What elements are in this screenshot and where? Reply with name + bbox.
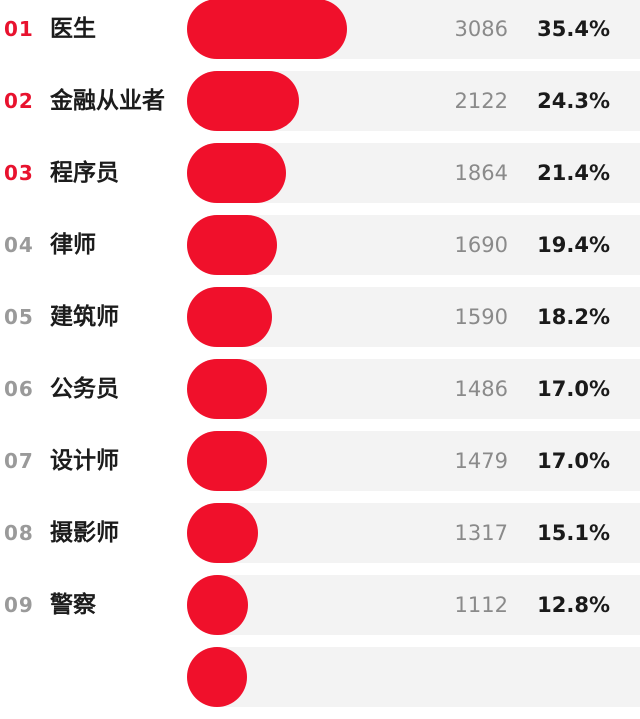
- ranking-row: 04 律师 1690 19.4%: [0, 215, 640, 287]
- percent-value: 18.2%: [537, 305, 610, 329]
- percent-value: 35.4%: [537, 17, 610, 41]
- percent-value: 17.0%: [537, 377, 610, 401]
- category-label: 公务员: [50, 376, 119, 402]
- count-value: 1112: [454, 593, 508, 617]
- rank-number: 05: [4, 305, 34, 329]
- rank-number: 01: [4, 17, 34, 41]
- count-value: 3086: [454, 17, 508, 41]
- percent-value: 17.0%: [537, 449, 610, 473]
- bar: [187, 215, 277, 275]
- category-label: 摄影师: [50, 520, 119, 546]
- count-value: 1479: [454, 449, 508, 473]
- count-value: 1317: [454, 521, 508, 545]
- ranking-row: 05 建筑师 1590 18.2%: [0, 287, 640, 359]
- category-label: 建筑师: [50, 304, 119, 330]
- count-value: 1690: [454, 233, 508, 257]
- rank-number: 07: [4, 449, 34, 473]
- bar: [187, 0, 347, 59]
- category-label: 医生: [50, 16, 96, 42]
- rank-number: 03: [4, 161, 34, 185]
- rank-number: 02: [4, 89, 34, 113]
- bar: [187, 143, 286, 203]
- percent-value: 21.4%: [537, 161, 610, 185]
- bar: [187, 287, 272, 347]
- percent-value: 12.8%: [537, 593, 610, 617]
- ranking-row: 09 警察 1112 12.8%: [0, 575, 640, 647]
- count-value: 1486: [454, 377, 508, 401]
- rank-number: 09: [4, 593, 34, 617]
- bar: [187, 71, 299, 131]
- ranking-row: 01 医生 3086 35.4%: [0, 0, 640, 71]
- count-value: 1864: [454, 161, 508, 185]
- ranking-row: 06 公务员 1486 17.0%: [0, 359, 640, 431]
- ranking-row: 03 程序员 1864 21.4%: [0, 143, 640, 215]
- percent-value: 24.3%: [537, 89, 610, 113]
- bar: [187, 575, 248, 635]
- percent-value: 15.1%: [537, 521, 610, 545]
- rank-number: 08: [4, 521, 34, 545]
- bar: [187, 431, 267, 491]
- ranking-row: 07 设计师 1479 17.0%: [0, 431, 640, 503]
- bar-track: [187, 575, 640, 635]
- percent-value: 19.4%: [537, 233, 610, 257]
- count-value: 2122: [454, 89, 508, 113]
- bar: [187, 647, 247, 707]
- bar: [187, 359, 267, 419]
- category-label: 律师: [50, 232, 96, 258]
- bar: [187, 503, 258, 563]
- category-label: 设计师: [50, 448, 119, 474]
- ranking-row-partial: [0, 647, 640, 719]
- rank-number: 04: [4, 233, 34, 257]
- rank-number: 06: [4, 377, 34, 401]
- ranking-row: 02 金融从业者 2122 24.3%: [0, 71, 640, 143]
- category-label: 警察: [50, 592, 96, 618]
- bar-track: [187, 503, 640, 563]
- category-label: 程序员: [50, 160, 119, 186]
- ranking-row: 08 摄影师 1317 15.1%: [0, 503, 640, 575]
- category-label: 金融从业者: [50, 88, 165, 114]
- count-value: 1590: [454, 305, 508, 329]
- bar-track: [187, 647, 640, 707]
